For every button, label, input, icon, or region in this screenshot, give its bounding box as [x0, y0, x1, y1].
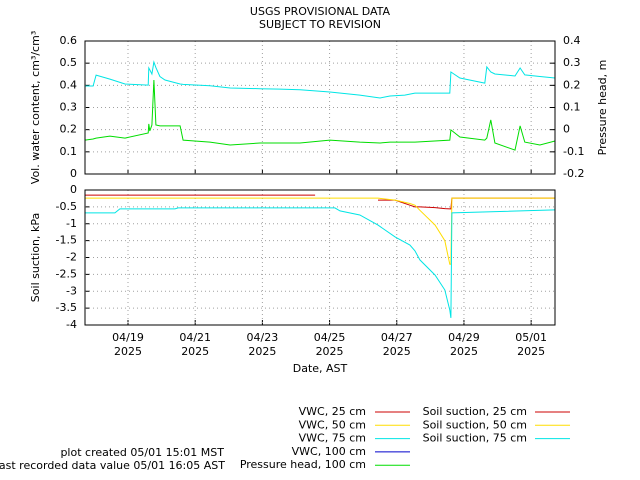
legend-label: VWC, 25 cm: [299, 405, 366, 418]
legend-label: Pressure head, 100 cm: [240, 458, 366, 471]
y-tick-label: 0: [70, 167, 77, 180]
y-axis-label: Vol. water content, cm³/cm³: [29, 31, 42, 184]
x-tick-label: 04/21: [179, 331, 211, 344]
chart-title: USGS PROVISIONAL DATA: [250, 5, 391, 18]
x-tick-label: 2025: [114, 345, 142, 358]
legend-label: Soil suction, 25 cm: [423, 405, 527, 418]
plot-frame: [84, 40, 556, 175]
series-line: [84, 79, 556, 151]
y-axis-label: Soil suction, kPa: [29, 213, 42, 302]
y2-tick-label: 0.2: [563, 78, 581, 91]
y2-tick-label: -0.2: [563, 167, 584, 180]
x-tick-label: 04/27: [381, 331, 413, 344]
series-line: [85, 60, 556, 99]
y2-tick-label: -0.1: [563, 145, 584, 158]
series-line: [85, 197, 555, 265]
x-tick-label: 05/01: [515, 331, 547, 344]
y-tick-label: -4: [66, 318, 77, 331]
y-tick-label: -2: [66, 251, 77, 264]
annotation: plot created 05/01 15:01 MST: [60, 446, 224, 459]
series-line: [85, 207, 556, 318]
y-tick-label: -2.5: [56, 267, 77, 280]
x-tick-label: 04/29: [448, 331, 480, 344]
legend-label: VWC, 75 cm: [299, 432, 366, 445]
annotation: last recorded data value 05/01 16:05 AST: [0, 459, 225, 472]
x-tick-label: 2025: [316, 345, 344, 358]
legend-label: VWC, 100 cm: [292, 445, 366, 458]
series-line: [85, 194, 555, 210]
legend-label: Soil suction, 50 cm: [423, 418, 527, 431]
x-tick-label: 2025: [450, 345, 478, 358]
y-tick-label: -1: [66, 217, 77, 230]
x-tick-label: 04/23: [247, 331, 279, 344]
legend-label: Soil suction, 75 cm: [423, 432, 527, 445]
y-tick-label: 0.6: [60, 34, 78, 47]
legend-label: VWC, 50 cm: [299, 418, 366, 431]
x-tick-label: 04/25: [314, 331, 346, 344]
y-tick-label: -0.5: [56, 200, 77, 213]
y2-tick-label: 0.3: [563, 56, 581, 69]
x-tick-label: 2025: [181, 345, 209, 358]
y-tick-label: -3.5: [56, 301, 77, 314]
y-tick-label: 0.1: [60, 145, 78, 158]
y-tick-label: 0: [70, 183, 77, 196]
y2-axis-label: Pressure head, m: [596, 60, 609, 156]
y-tick-label: 0.3: [60, 101, 78, 114]
x-axis-label: Date, AST: [293, 362, 348, 375]
x-tick-label: 2025: [517, 345, 545, 358]
y2-tick-label: 0.1: [563, 101, 581, 114]
chart-subtitle: SUBJECT TO REVISION: [259, 18, 381, 31]
x-tick-label: 04/19: [112, 331, 144, 344]
y-tick-label: 0.4: [60, 78, 78, 91]
y-tick-label: 0.2: [60, 123, 78, 136]
y-tick-label: -1.5: [56, 234, 77, 247]
y2-tick-label: 0.4: [563, 34, 581, 47]
x-tick-label: 2025: [383, 345, 411, 358]
y-tick-label: 0.5: [60, 56, 78, 69]
plot-frame: [84, 189, 556, 326]
y2-tick-label: 0: [563, 123, 570, 136]
y-tick-label: -3: [66, 284, 77, 297]
x-tick-label: 2025: [248, 345, 276, 358]
